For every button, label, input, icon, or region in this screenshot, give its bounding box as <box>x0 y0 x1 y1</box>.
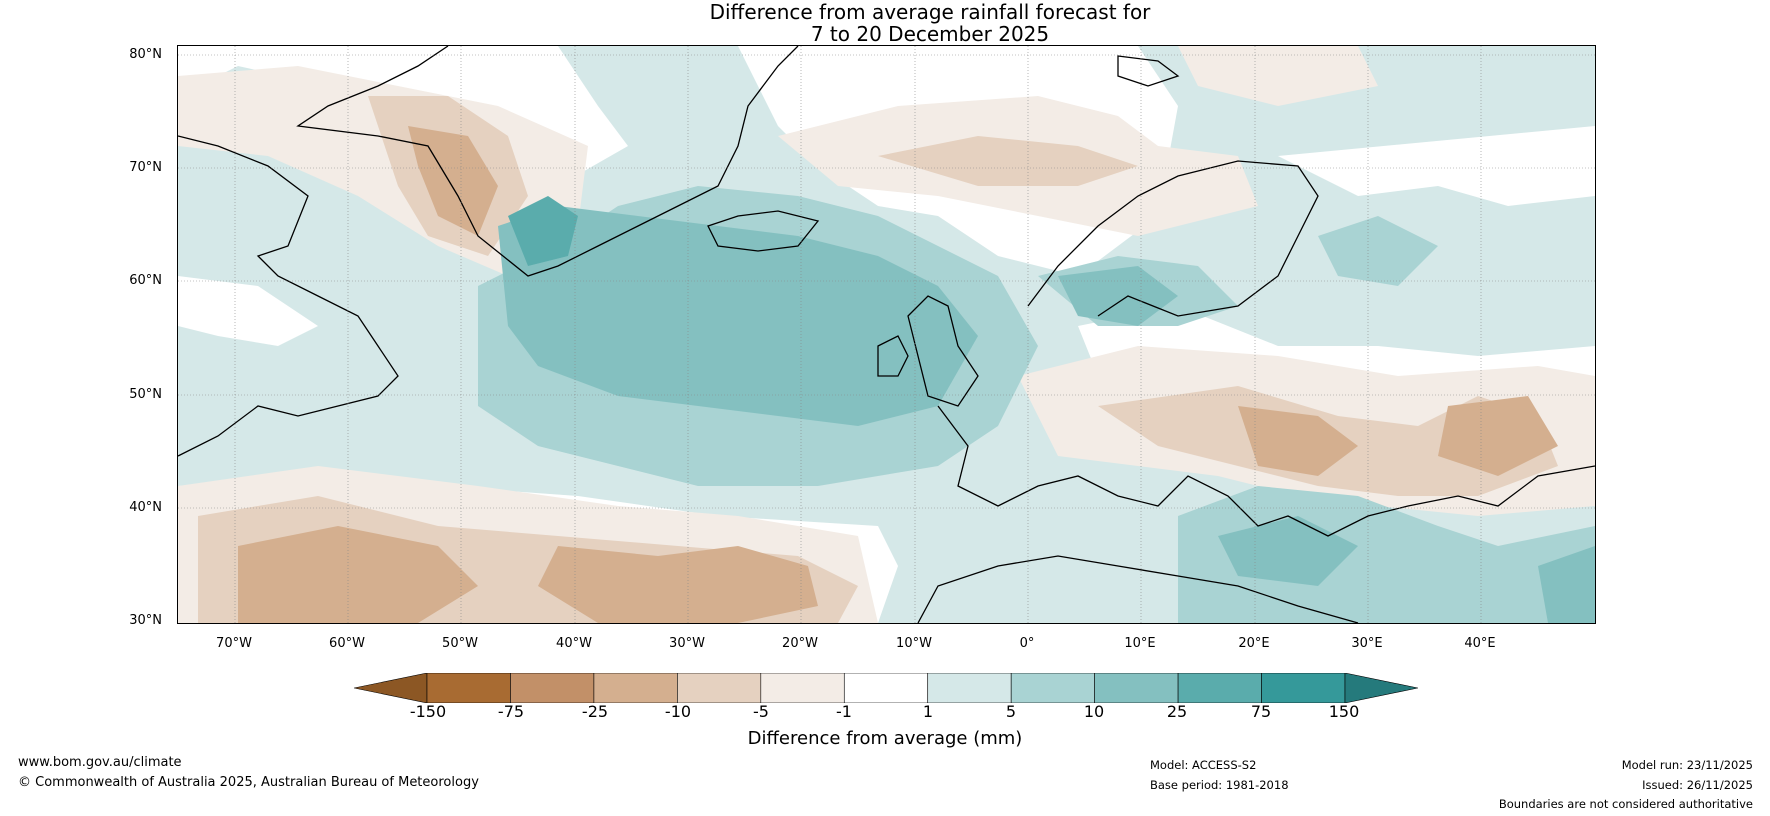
colorbar-tick: -1 <box>836 702 852 721</box>
colorbar-segment <box>1177 673 1262 703</box>
scandinavia-coast <box>1027 160 1319 317</box>
greenland-coast <box>296 46 799 277</box>
colorbar <box>354 673 1418 703</box>
wet-light-zone <box>1318 216 1438 286</box>
wet-medium-zone <box>1538 546 1595 623</box>
colorbar-tick: 75 <box>1250 702 1272 721</box>
colorbar-segment <box>843 673 929 703</box>
britain-coast <box>907 295 979 407</box>
model-text: Model: ACCESS-S2 <box>1150 758 1257 772</box>
colorbar-tick: -75 <box>497 702 525 721</box>
dry-strong-zone <box>408 126 498 236</box>
lon-label: 10°W <box>896 636 932 651</box>
dry-medium-zone <box>878 136 1138 186</box>
neutral-zone <box>1278 126 1595 206</box>
lon-label: 40°E <box>1464 636 1496 651</box>
colorbar-segment <box>426 673 511 703</box>
lon-label: 30°E <box>1351 636 1383 651</box>
colorbar-extend-high <box>1344 673 1418 703</box>
dry-strong-zone <box>238 526 478 623</box>
north-america-coast <box>178 135 399 457</box>
colorbar-segment <box>1010 673 1095 703</box>
coastlines <box>178 46 1595 623</box>
base-period-text: Base period: 1981-2018 <box>1150 778 1289 792</box>
colorbar-segment <box>1094 673 1179 703</box>
issued-text: Issued: 26/11/2025 <box>1642 778 1753 792</box>
lon-label: 50°W <box>442 636 478 651</box>
svalbard-coast <box>1117 55 1180 87</box>
colorbar-segment <box>593 673 678 703</box>
lat-label: 50°N <box>129 387 162 402</box>
model-run-text: Model run: 23/11/2025 <box>1621 758 1753 772</box>
colorbar-tick: -10 <box>664 702 692 721</box>
copyright-text: © Commonwealth of Australia 2025, Austra… <box>18 775 479 790</box>
lon-label: 40°W <box>556 636 592 651</box>
lon-label: 20°E <box>1238 636 1270 651</box>
colorbar-tick: 1 <box>922 702 934 721</box>
colorbar-segment <box>510 673 595 703</box>
lon-label: 70°W <box>216 636 252 651</box>
colorbar-segment <box>677 673 762 703</box>
lon-label: 30°W <box>669 636 705 651</box>
colorbar-segment <box>760 673 845 703</box>
rainfall-map-svg <box>178 46 1595 623</box>
neutral-zone <box>178 276 318 346</box>
africa-coast <box>917 555 1359 623</box>
title-line-2: 7 to 20 December 2025 <box>810 22 1050 46</box>
lat-label: 80°N <box>129 47 162 62</box>
colorbar-tick: 25 <box>1166 702 1188 721</box>
lat-label: 60°N <box>129 273 162 288</box>
lon-label: 0° <box>1019 636 1035 651</box>
lon-label: 10°E <box>1124 636 1156 651</box>
dry-strong-zone <box>1238 406 1358 476</box>
colorbar-segment <box>927 673 1012 703</box>
dry-strong-zone <box>538 546 818 623</box>
lon-label: 20°W <box>782 636 818 651</box>
lat-label: 40°N <box>129 500 162 515</box>
colorbar-label: Difference from average (mm) <box>747 728 1023 749</box>
colorbar-extend-low <box>354 673 428 703</box>
iceland-coast <box>707 210 820 252</box>
wet-strong-zone <box>508 196 578 266</box>
rainfall-map <box>177 45 1596 624</box>
colorbar-tick: -150 <box>409 702 447 721</box>
europe-coast <box>937 405 1595 537</box>
ireland-coast <box>877 335 909 377</box>
lat-label: 30°N <box>129 613 162 628</box>
colorbar-tick: -5 <box>753 702 769 721</box>
dry-strong-zone <box>1438 396 1558 476</box>
graticule <box>178 46 1595 623</box>
colorbar-tick: 150 <box>1328 702 1360 721</box>
title-line-1: Difference from average rainfall forecas… <box>709 0 1151 24</box>
colorbar-tick: -25 <box>581 702 609 721</box>
lat-label: 70°N <box>129 160 162 175</box>
wet-medium-zone <box>498 206 978 426</box>
colorbar-tick: 5 <box>1005 702 1017 721</box>
colorbar-tick: 10 <box>1083 702 1105 721</box>
colorbar-segment <box>1261 673 1346 703</box>
dry-faint-zone <box>1178 46 1378 106</box>
website-link[interactable]: www.bom.gov.au/climate <box>18 755 182 770</box>
lon-label: 60°W <box>329 636 365 651</box>
disclaimer-text: Boundaries are not considered authoritat… <box>1498 797 1753 811</box>
